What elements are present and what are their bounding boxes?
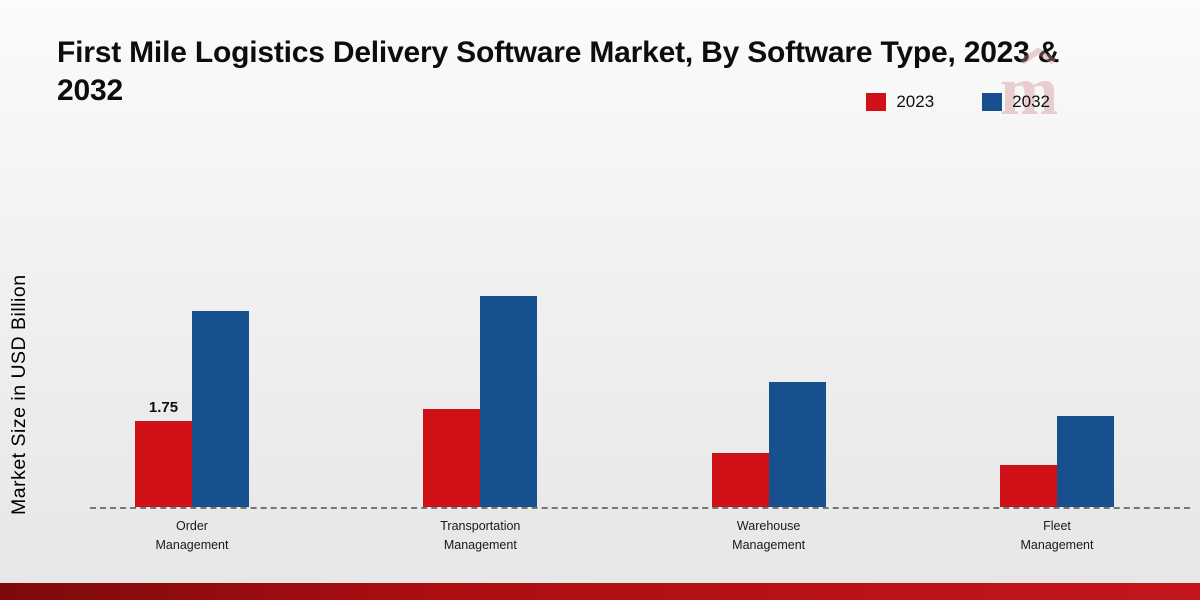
- category-label: Warehouse Management: [732, 519, 806, 553]
- bar-value-label: 1.75: [148, 399, 179, 417]
- bar-2032-1: [480, 296, 538, 507]
- chart-title: First Mile Logistics Delivery Software M…: [57, 36, 1060, 107]
- category-label: Fleet Management: [1020, 519, 1094, 553]
- legend-swatch-2023: [866, 93, 887, 111]
- plot-area: 1.75 Order Management Transportation Mana…: [90, 190, 1190, 556]
- bar-2032-3: [1056, 416, 1114, 507]
- category-labels: Order Management Transportation Managemen…: [90, 509, 1190, 556]
- category-label: Order Management: [155, 519, 229, 553]
- bar-2023-1: [423, 409, 481, 507]
- bar-2023-2: [711, 453, 769, 507]
- bar-group: [999, 416, 1114, 507]
- bar-groups: 1.75: [90, 190, 1190, 509]
- legend-label-2023: 2023: [896, 92, 935, 111]
- category-label: Transportation Management: [440, 519, 521, 553]
- bar-2023-0: 1.75: [135, 399, 192, 507]
- legend-swatch-2032: [982, 93, 1003, 111]
- legend: 2023 2032: [866, 92, 1050, 112]
- bar-2032-2: [768, 382, 826, 507]
- legend-item-2023: 2023: [866, 92, 934, 112]
- y-axis-label: Market Size in USD Billion: [8, 274, 30, 515]
- bar-2023-3: [999, 465, 1057, 507]
- bar-group: 1.75: [135, 311, 249, 507]
- legend-label-2032: 2032: [1012, 92, 1050, 111]
- bar-group: [423, 296, 538, 507]
- bar-2032-0: [192, 311, 249, 507]
- legend-item-2032: 2032: [982, 92, 1050, 112]
- bar-group: [711, 382, 826, 507]
- footer-stripe: [0, 583, 1200, 600]
